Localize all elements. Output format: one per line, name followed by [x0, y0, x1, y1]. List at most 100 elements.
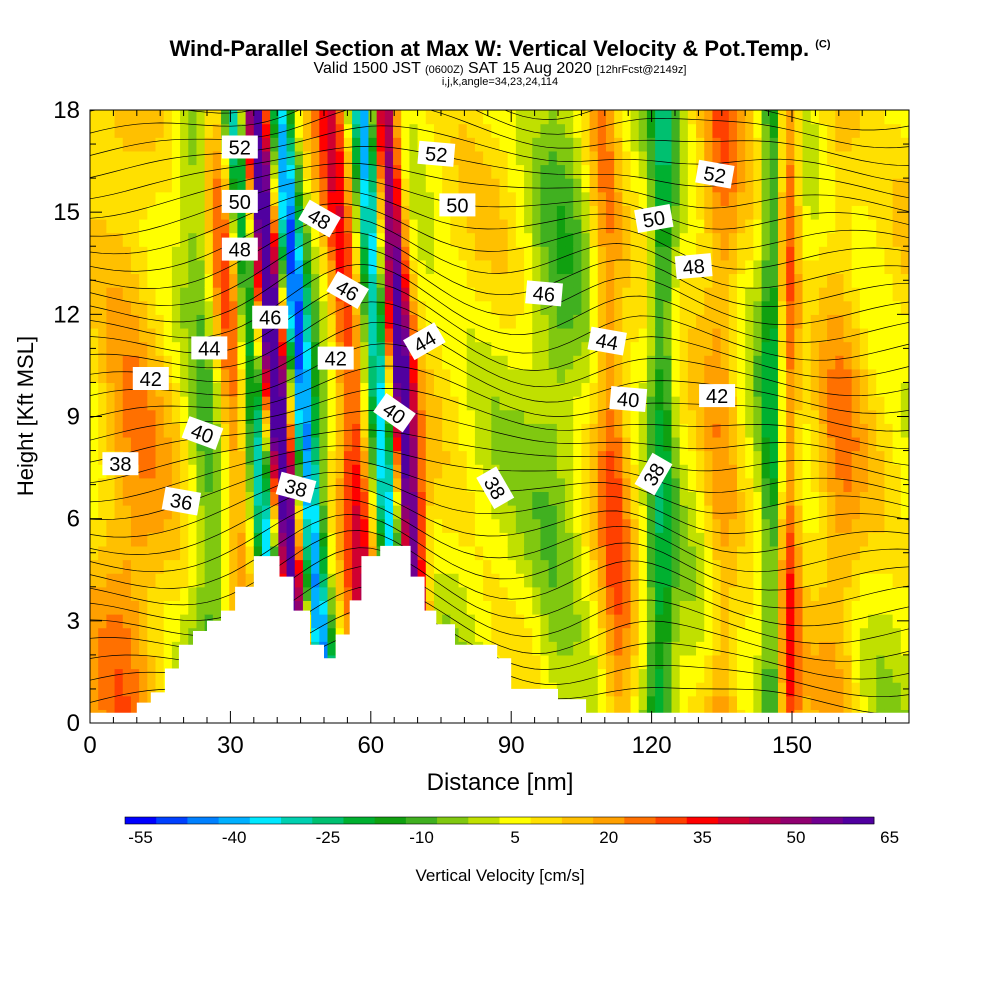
velocity-cell	[491, 273, 501, 288]
velocity-cell	[614, 532, 623, 547]
velocity-cell	[180, 205, 189, 220]
velocity-cell	[827, 682, 836, 697]
velocity-cell	[352, 314, 361, 329]
chart-title: Wind-Parallel Section at Max W: Vertical…	[169, 36, 831, 61]
velocity-cell	[589, 464, 599, 479]
velocity-cell	[458, 491, 468, 506]
velocity-cell	[851, 246, 861, 261]
velocity-cell	[589, 600, 599, 615]
velocity-cell	[655, 682, 664, 697]
velocity-cell	[278, 327, 288, 343]
velocity-cell	[777, 327, 787, 343]
velocity-cell	[777, 396, 787, 411]
velocity-cell	[892, 178, 902, 193]
velocity-cell	[425, 314, 435, 329]
velocity-cell	[671, 218, 681, 234]
velocity-cell	[884, 137, 894, 152]
colorbar-swatch	[468, 817, 500, 824]
velocity-cell	[851, 423, 861, 438]
velocity-cell	[204, 327, 214, 343]
velocity-cell	[122, 600, 132, 615]
isentrope-label: 38	[102, 452, 139, 476]
velocity-cell	[638, 150, 648, 166]
velocity-cell	[876, 532, 886, 547]
velocity-cell	[712, 273, 722, 288]
velocity-cell	[696, 436, 705, 452]
velocity-cell	[515, 246, 525, 261]
velocity-cell	[548, 164, 558, 179]
velocity-cell	[638, 491, 648, 506]
velocity-cell	[294, 164, 304, 179]
velocity-cell	[212, 545, 222, 561]
velocity-cell	[188, 164, 198, 179]
velocity-cell	[769, 668, 779, 683]
velocity-cell	[605, 627, 615, 642]
velocity-cell	[261, 205, 271, 220]
velocity-cell	[704, 614, 714, 629]
velocity-cell	[466, 464, 476, 479]
velocity-cell	[499, 287, 509, 302]
velocity-cell	[671, 491, 681, 506]
velocity-cell	[515, 586, 525, 601]
velocity-cell	[147, 518, 157, 533]
velocity-cell	[687, 396, 697, 411]
velocity-cell	[90, 382, 99, 397]
velocity-cell	[859, 150, 869, 166]
velocity-cell	[311, 314, 320, 329]
velocity-cell	[565, 191, 574, 206]
velocity-cell	[753, 287, 763, 302]
velocity-cell	[204, 191, 214, 206]
velocity-cell	[122, 668, 132, 683]
velocity-cell	[425, 205, 435, 220]
velocity-cell	[171, 518, 181, 533]
velocity-cell	[499, 409, 509, 424]
velocity-cell	[319, 436, 329, 452]
velocity-cell	[311, 396, 320, 411]
velocity-cell	[327, 614, 337, 629]
velocity-cell	[483, 205, 492, 220]
velocity-cell	[712, 491, 722, 506]
velocity-cell	[884, 682, 894, 697]
velocity-cell	[171, 123, 181, 138]
velocity-cell	[376, 150, 386, 166]
velocity-cell	[515, 436, 525, 452]
velocity-cell	[876, 491, 886, 506]
velocity-cell	[565, 287, 574, 302]
velocity-cell	[827, 300, 836, 315]
isentrope-label-text: 52	[702, 163, 728, 189]
velocity-cell	[900, 518, 909, 533]
velocity-cell	[474, 205, 484, 220]
y-tick-label: 0	[67, 710, 80, 737]
velocity-cell	[483, 164, 492, 179]
velocity-cell	[540, 123, 550, 138]
velocity-cell	[532, 423, 542, 438]
velocity-cell	[687, 232, 697, 247]
velocity-cell	[474, 450, 484, 465]
velocity-cell	[319, 409, 329, 424]
velocity-cell	[155, 110, 165, 125]
velocity-cell	[646, 137, 656, 152]
velocity-cell	[696, 654, 705, 670]
velocity-cell	[622, 205, 632, 220]
velocity-cell	[794, 423, 804, 438]
velocity-cell	[335, 477, 345, 493]
velocity-cell	[196, 164, 206, 179]
velocity-cell	[376, 327, 386, 343]
velocity-cell	[122, 614, 132, 629]
velocity-cell	[376, 287, 386, 302]
velocity-cell	[835, 532, 845, 547]
velocity-cell	[294, 150, 304, 166]
velocity-cell	[90, 491, 99, 506]
velocity-cell	[245, 259, 255, 275]
velocity-cell	[769, 695, 779, 710]
velocity-cell	[122, 341, 132, 356]
velocity-cell	[147, 586, 157, 601]
velocity-cell	[261, 287, 271, 302]
velocity-cell	[655, 327, 664, 343]
velocity-cell	[827, 341, 836, 356]
velocity-cell	[327, 123, 337, 138]
velocity-cell	[384, 355, 394, 370]
velocity-cell	[130, 682, 140, 697]
velocity-cell	[573, 559, 582, 574]
velocity-cell	[900, 110, 909, 125]
